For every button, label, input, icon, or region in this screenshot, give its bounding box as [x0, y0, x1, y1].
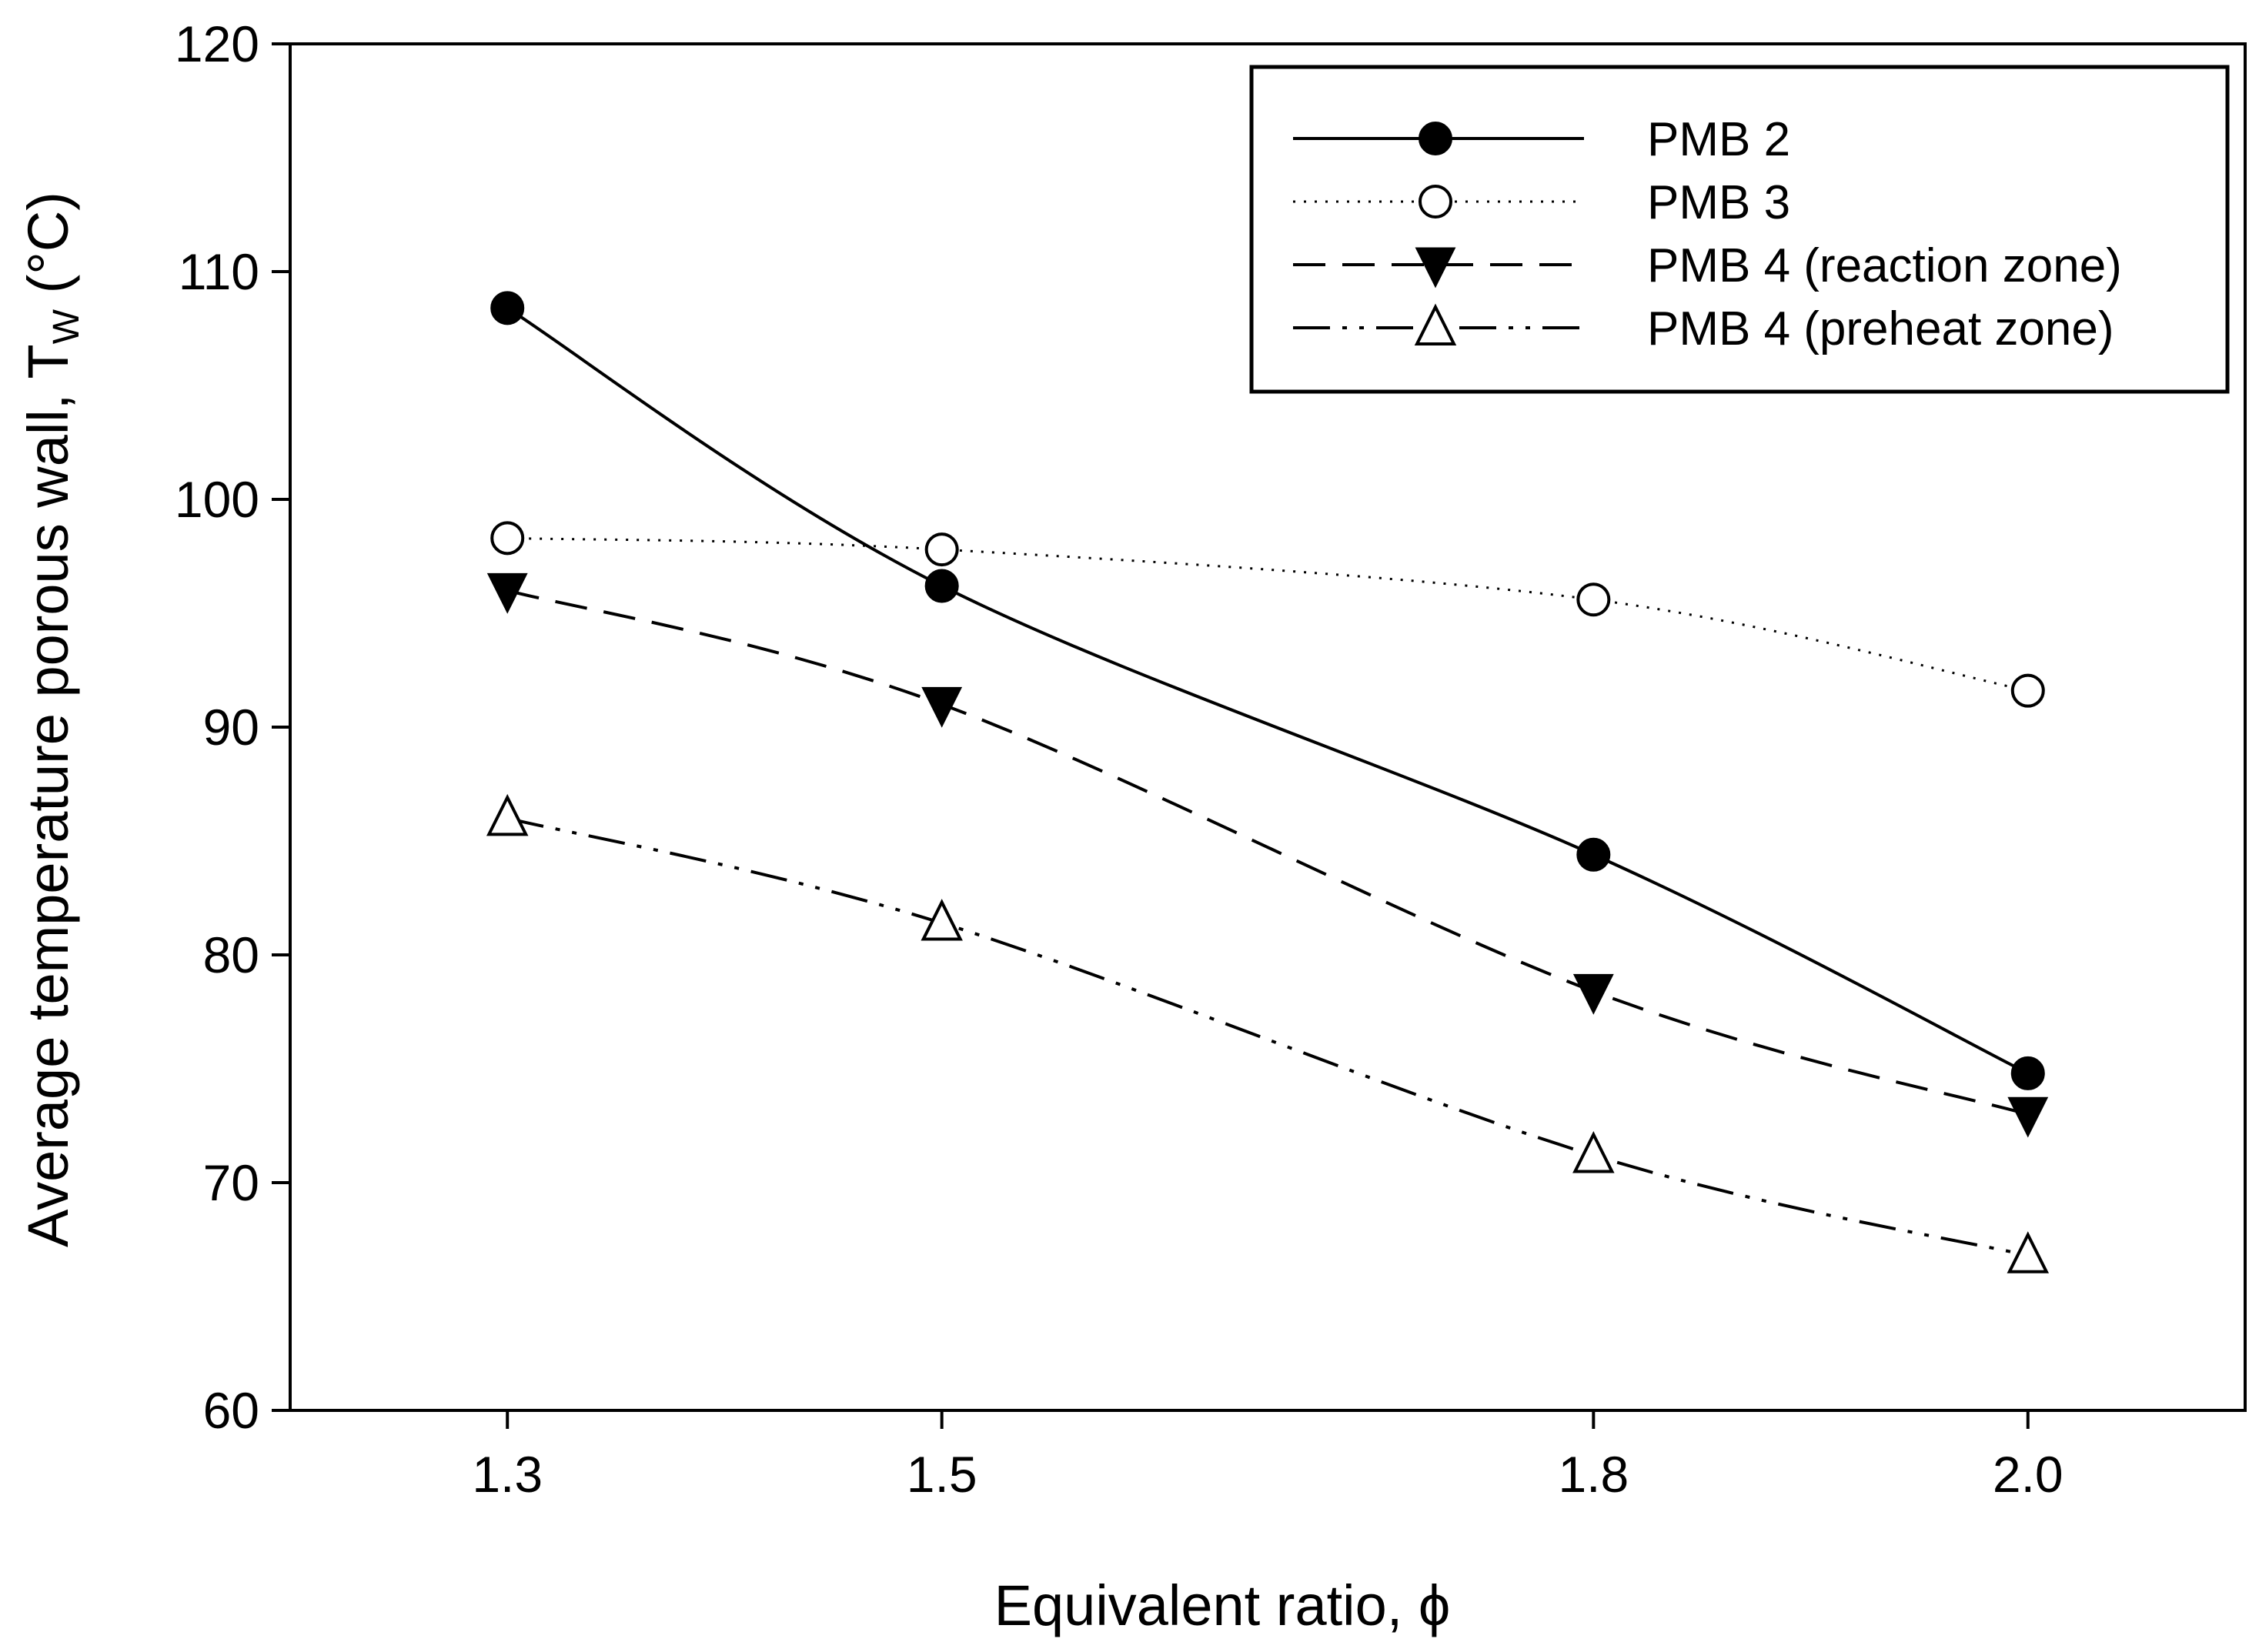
series-layer	[486, 291, 2050, 1273]
y-axis-title-subscript: W	[46, 309, 87, 344]
y-tick-label: 80	[203, 926, 259, 983]
series-3	[486, 572, 2049, 1138]
y-tick-label: 120	[175, 15, 259, 72]
data-point	[1572, 973, 1614, 1015]
x-tick-label: 1.3	[472, 1446, 543, 1503]
data-point	[921, 686, 963, 728]
series-line	[507, 536, 2029, 693]
y-tick-label: 90	[203, 699, 259, 756]
axes: 60 70 80 90 100 110 120 1.3 1.5 1.8 2.0	[175, 15, 2247, 1503]
legend-label: PMB 4 (reaction zone)	[1647, 239, 2122, 292]
legend-marker	[1419, 122, 1452, 155]
y-tick-label: 70	[203, 1154, 259, 1211]
series-line	[506, 816, 2029, 1257]
data-point	[486, 793, 529, 836]
legend-marker	[1415, 247, 1456, 289]
legend-entry: PMB 4 (reaction zone)	[1293, 239, 2122, 292]
data-point	[490, 521, 525, 556]
data-point	[486, 572, 528, 614]
legend-label: PMB 3	[1647, 176, 1790, 229]
legend-marker	[1414, 303, 1457, 345]
x-tick-label: 2.0	[1993, 1446, 2064, 1503]
data-point	[2010, 1056, 2045, 1090]
series-line	[506, 589, 2029, 1116]
data-point	[2007, 1096, 2049, 1138]
y-tick-label: 60	[203, 1382, 259, 1439]
legend-label: PMB 4 (preheat zone)	[1647, 302, 2114, 355]
legend-entry: PMB 2	[1293, 113, 1790, 166]
legend-entry: PMB 3	[1293, 176, 1790, 229]
data-point	[1576, 582, 1611, 617]
x-tick-label: 1.5	[907, 1446, 977, 1503]
data-point	[490, 291, 525, 325]
legend-box	[1249, 65, 2230, 394]
series-1	[490, 291, 2045, 1090]
x-axis-title: Equivalent ratio, ϕ	[994, 1574, 1451, 1637]
y-axis-title-main: Average temperature porous wall, T	[16, 344, 80, 1247]
series-4	[486, 793, 2050, 1273]
data-point	[1576, 837, 1611, 872]
y-tick-label: 100	[175, 471, 259, 528]
data-point	[2010, 673, 2045, 708]
data-point	[1572, 1131, 1615, 1173]
legend-entry: PMB 4 (preheat zone)	[1293, 302, 2114, 355]
y-axis-title: Average temperature porous wall, TW (°C)	[16, 192, 87, 1247]
legend-label: PMB 2	[1647, 113, 1790, 166]
y-axis-title-unit: (°C)	[16, 192, 80, 309]
series-2	[490, 521, 2045, 708]
y-tick-label: 110	[179, 243, 259, 300]
x-tick-label: 1.8	[1558, 1446, 1629, 1503]
legend: PMB 2 PMB 3 PMB 4 (reaction zone) PMB 4 (pr…	[1249, 65, 2230, 394]
data-point	[921, 899, 963, 941]
data-point	[2007, 1231, 2050, 1273]
data-point	[924, 569, 959, 603]
data-point	[924, 532, 959, 567]
legend-marker	[1419, 185, 1452, 219]
series-line	[506, 306, 2029, 1075]
